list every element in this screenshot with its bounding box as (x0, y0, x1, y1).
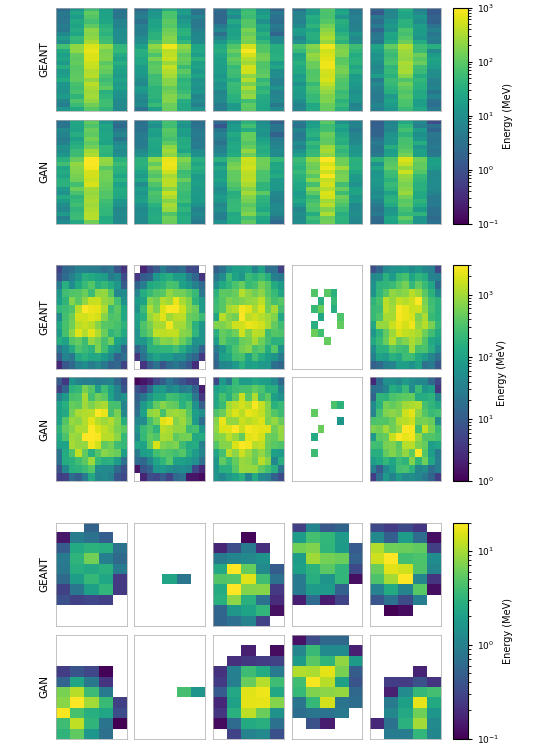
Text: GEANT: GEANT (39, 299, 49, 334)
Text: GAN: GAN (39, 160, 49, 183)
Text: GEANT: GEANT (39, 556, 49, 592)
Text: GAN: GAN (39, 418, 49, 441)
Text: GAN: GAN (39, 675, 49, 698)
Y-axis label: Energy (MeV): Energy (MeV) (497, 340, 507, 406)
Y-axis label: Energy (MeV): Energy (MeV) (502, 598, 513, 664)
Text: GEANT: GEANT (39, 41, 49, 77)
Y-axis label: Energy (MeV): Energy (MeV) (502, 82, 513, 148)
